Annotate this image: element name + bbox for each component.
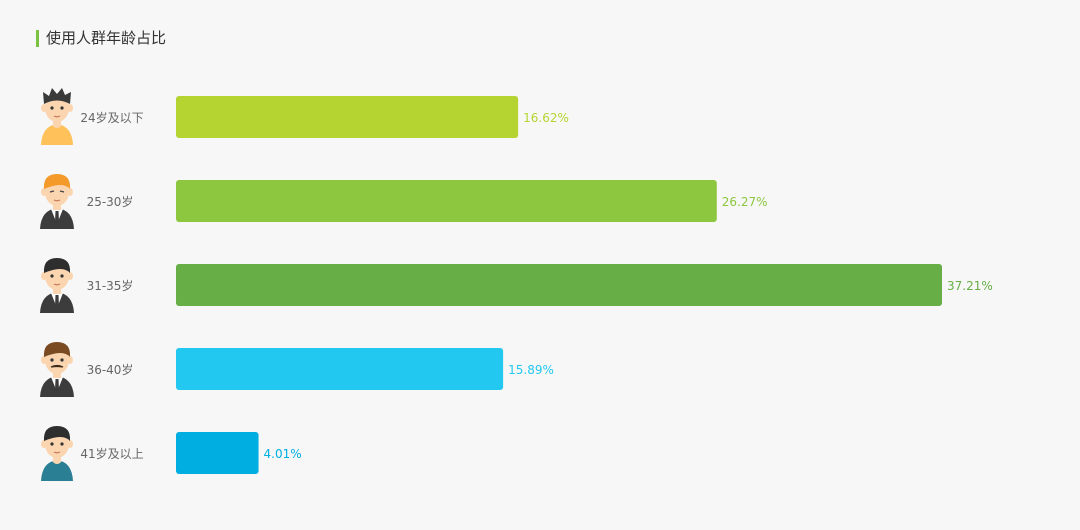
ginger-man-avatar-icon [40,174,74,229]
mustache-man-avatar-icon [40,342,74,397]
value-label: 15.89% [508,363,554,377]
bar [176,264,942,306]
young-man-avatar-icon [41,88,73,145]
category-label: 25-30岁 [87,194,134,209]
title-accent-bar [36,29,39,47]
bar [176,96,519,138]
category-label: 36-40岁 [87,362,134,377]
category-label: 24岁及以下 [80,110,143,125]
category-label: 41岁及以上 [80,446,143,461]
value-label: 4.01% [264,447,302,461]
value-label: 16.62% [523,111,569,125]
chart-title-wrap: 使用人群年龄占比 [36,29,166,47]
older-man-avatar-icon [41,426,73,481]
bar [176,180,717,222]
suited-man-avatar-icon [40,258,74,313]
category-label: 31-35岁 [87,278,134,293]
bar [176,432,259,474]
value-label: 26.27% [722,195,768,209]
value-label: 37.21% [947,279,993,293]
chart-title: 使用人群年龄占比 [46,29,167,47]
bar [176,348,504,390]
